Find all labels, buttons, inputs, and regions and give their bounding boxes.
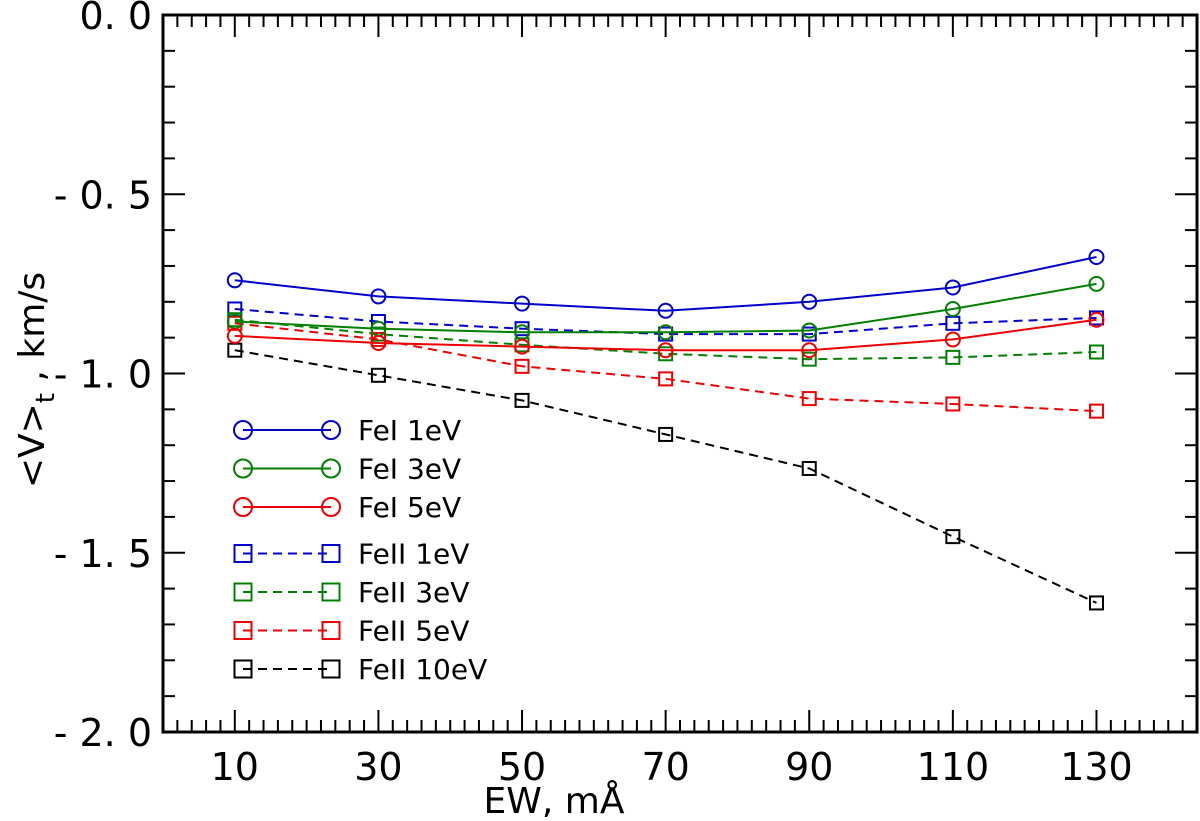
legend-marker (233, 659, 253, 679)
legend-marker (321, 458, 341, 479)
x-tick-label: 50 (498, 745, 546, 789)
data-point (370, 367, 386, 383)
data-point (944, 300, 961, 317)
data-point (657, 324, 674, 341)
series-line (234, 322, 1097, 413)
legend-entry: FeI 1eV (233, 414, 461, 447)
data-point (801, 293, 818, 310)
y-axis-title: <V>t , km/s (12, 272, 61, 488)
data-point (1088, 344, 1104, 360)
legend-label: FeI 1eV (358, 414, 461, 447)
data-point (514, 358, 530, 374)
data-point (801, 322, 818, 339)
x-tick-label: 110 (917, 745, 990, 789)
data-point (657, 342, 674, 359)
legend-label: FeI 3eV (358, 453, 461, 486)
data-point (801, 351, 817, 367)
legend-label: FeII 10eV (358, 653, 487, 686)
data-point (226, 327, 243, 344)
plot-frame (161, 13, 1199, 734)
legend-marker (321, 420, 341, 440)
data-point (945, 349, 961, 365)
legend-marker (233, 544, 253, 563)
legend-entry: FeI 3eV (233, 453, 461, 486)
data-point (658, 426, 674, 442)
data-point (801, 391, 817, 407)
y-tick-label: - 1. 0 (54, 353, 152, 397)
y-tick-label: - 1. 5 (54, 532, 152, 576)
data-point (657, 302, 674, 319)
series-fei-1ev (226, 248, 1105, 319)
x-axis-title: EW, mÅ (484, 779, 625, 821)
series-line (234, 349, 1097, 604)
data-point (801, 461, 817, 477)
legend-marker (321, 582, 341, 602)
data-point (1088, 311, 1105, 328)
data-point (944, 331, 961, 348)
legend-entry: FeII 5eV (233, 615, 469, 648)
legend-marker (233, 621, 253, 640)
data-point (658, 371, 674, 387)
series-layer (226, 248, 1105, 611)
legend: FeI 1eV FeI 3eV FeI 5eV FeII 1eV FeII 3eV FeI… (233, 414, 487, 686)
data-point (1088, 595, 1104, 611)
data-point (370, 288, 387, 305)
legend-entry: FeI 5eV (233, 491, 461, 524)
x-tick-label: 10 (211, 745, 259, 789)
x-tick-label: 30 (354, 745, 402, 789)
data-point (1088, 248, 1105, 265)
data-point (1088, 275, 1105, 292)
data-point (226, 272, 243, 289)
y-tick-label: - 0. 5 (54, 173, 152, 217)
series-line (234, 282, 1097, 334)
data-point (944, 279, 961, 296)
data-point (514, 338, 531, 355)
legend-marker (233, 582, 253, 602)
series-line (234, 318, 1097, 352)
data-point (370, 335, 387, 352)
tick-labels: 10 30 50 70 90 110 130 0. 0 - 0. 5 - 1. 0 - 1. 5 - … (54, 0, 1133, 789)
axis-ticks (163, 15, 1197, 732)
legend-label: FeI 5eV (358, 491, 461, 524)
series-feii-10ev (227, 342, 1104, 611)
data-point (801, 342, 818, 359)
legend-entry: FeII 1eV (233, 538, 469, 571)
x-tick-label: 130 (1060, 745, 1133, 789)
data-point (1088, 403, 1104, 419)
series-fei-3ev (226, 275, 1105, 341)
y-tick-label: 0. 0 (79, 0, 152, 38)
legend-marker (321, 659, 341, 679)
legend-marker (321, 497, 341, 517)
series-line (234, 256, 1097, 312)
data-point (514, 295, 531, 312)
legend-label: FeII 1eV (358, 538, 469, 571)
y-tick-label: - 2. 0 (54, 711, 152, 755)
legend-marker (233, 420, 253, 440)
data-point (945, 396, 961, 412)
legend-label: FeII 5eV (358, 615, 469, 648)
legend-entry: FeII 10eV (233, 653, 487, 686)
legend-marker (233, 458, 253, 479)
data-point (945, 529, 961, 545)
series-fei-5ev (226, 311, 1105, 359)
x-tick-label: 70 (641, 745, 689, 789)
legend-label: FeII 3eV (358, 576, 469, 609)
x-tick-label: 90 (785, 745, 833, 789)
legend-entry: FeII 3eV (233, 576, 469, 609)
legend-marker (321, 544, 341, 563)
series-line (234, 308, 1097, 336)
series-feii-1ev (227, 301, 1104, 342)
legend-marker (233, 497, 253, 517)
data-point (514, 392, 530, 408)
legend-marker (321, 621, 341, 640)
